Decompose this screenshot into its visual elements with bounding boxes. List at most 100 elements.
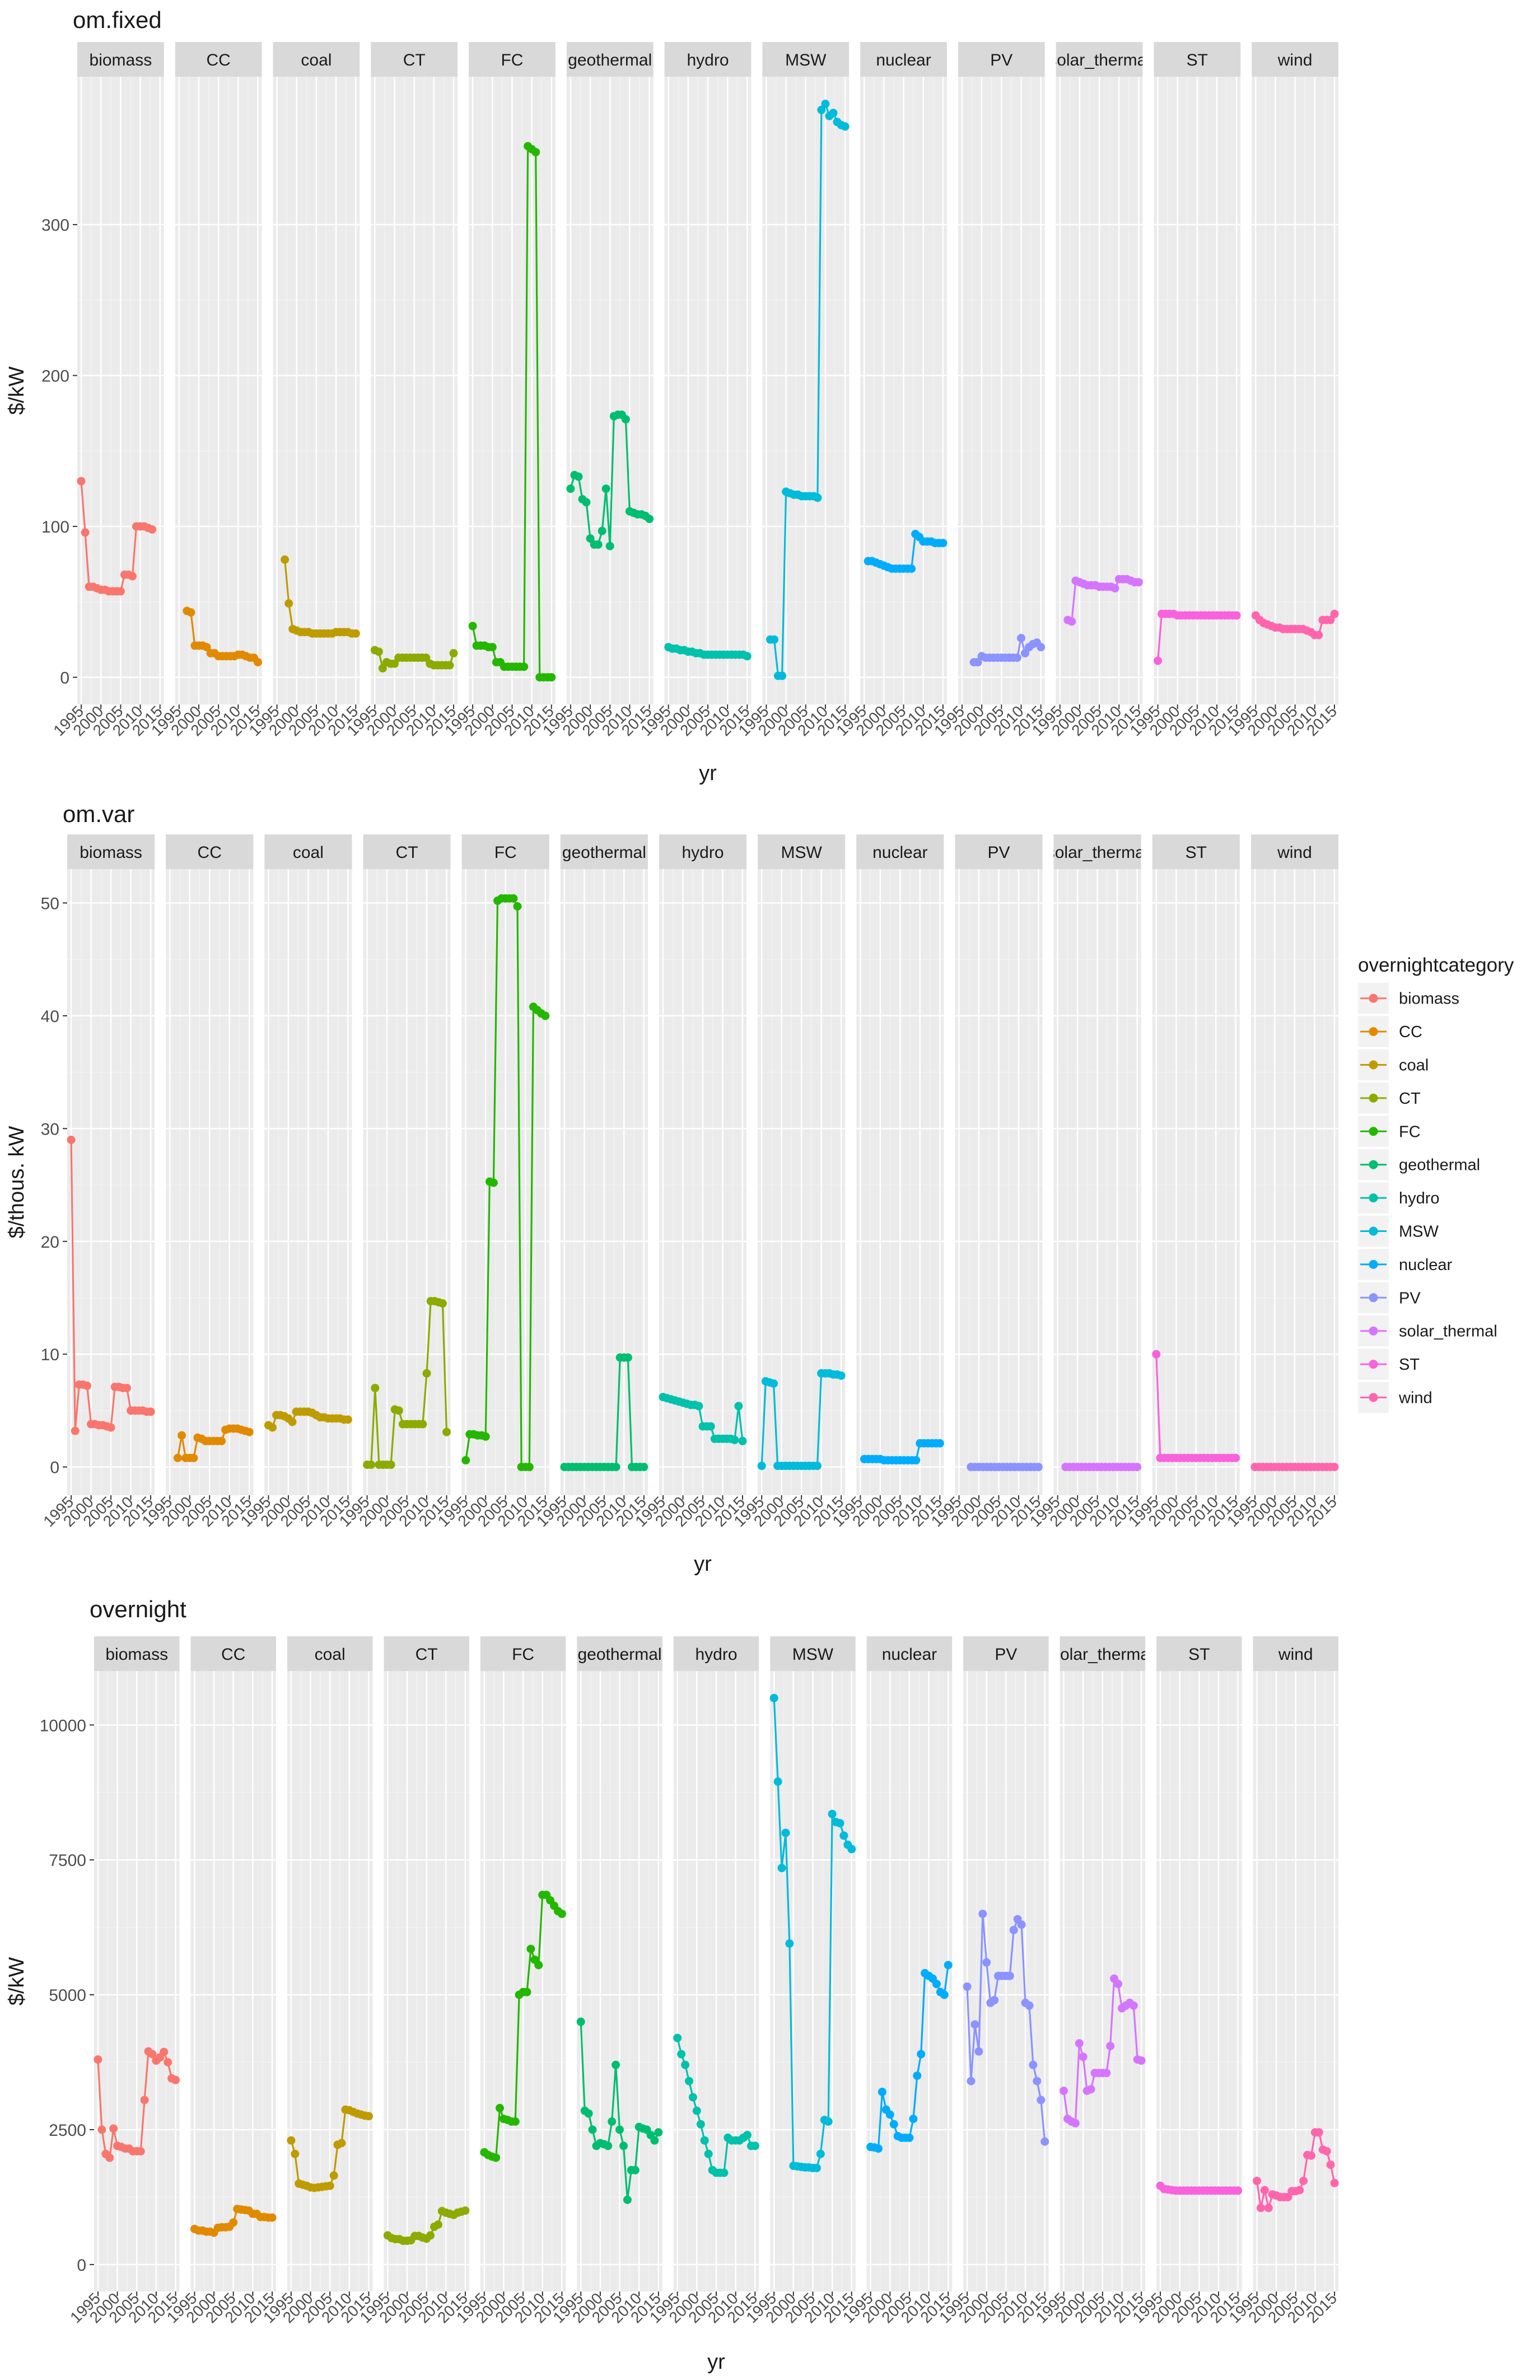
legend-key-point bbox=[1369, 1127, 1378, 1136]
data-point bbox=[839, 1831, 848, 1840]
data-point bbox=[422, 654, 431, 662]
data-point bbox=[612, 2060, 620, 2069]
facet-strip-label: wind bbox=[1277, 843, 1312, 862]
facet-strip bbox=[1253, 1636, 1338, 1671]
data-point bbox=[1086, 2085, 1095, 2094]
y-tick-label: 0 bbox=[50, 1459, 59, 1477]
facet-strip-label: ST bbox=[1188, 1645, 1210, 1664]
data-point bbox=[481, 1432, 490, 1441]
data-point bbox=[841, 122, 850, 131]
legend-key-point bbox=[1369, 1326, 1378, 1336]
data-point bbox=[378, 664, 387, 673]
facet-strip bbox=[577, 1636, 662, 1671]
data-point bbox=[245, 1427, 254, 1436]
data-point bbox=[1017, 1920, 1026, 1929]
data-point bbox=[1079, 2052, 1088, 2061]
data-point bbox=[488, 643, 497, 652]
data-point bbox=[623, 1353, 632, 1362]
data-point bbox=[284, 599, 293, 608]
data-point bbox=[288, 1417, 297, 1426]
data-point bbox=[566, 484, 575, 493]
data-point bbox=[433, 2220, 442, 2229]
data-point bbox=[963, 1982, 972, 1991]
data-point bbox=[1295, 2186, 1304, 2195]
data-point bbox=[978, 1910, 987, 1919]
data-point bbox=[202, 643, 211, 652]
facet-strip bbox=[866, 1636, 953, 1671]
facet-strip-label: nuclear bbox=[872, 843, 927, 862]
data-point bbox=[386, 1460, 395, 1469]
data-point bbox=[781, 1828, 790, 1837]
data-point bbox=[982, 1958, 991, 1967]
data-point bbox=[146, 1407, 155, 1416]
data-point bbox=[189, 1454, 198, 1462]
data-point bbox=[685, 2076, 693, 2085]
data-point bbox=[769, 1693, 778, 1702]
facet-strip bbox=[363, 834, 451, 869]
data-point bbox=[817, 105, 826, 114]
facet-strip-label: hydro bbox=[682, 843, 724, 862]
data-point bbox=[738, 1436, 747, 1445]
facet-strip-label: PV bbox=[990, 51, 1012, 69]
y-tick-label: 40 bbox=[41, 1007, 59, 1026]
facet-strip-label: solar_thermal bbox=[1048, 51, 1150, 69]
data-point bbox=[612, 1463, 620, 1472]
legend-key-point bbox=[1369, 1259, 1378, 1269]
legend-key-point bbox=[1369, 1160, 1378, 1169]
data-point bbox=[541, 1011, 550, 1020]
data-point bbox=[905, 2133, 914, 2142]
facet-strip-label: PV bbox=[987, 843, 1010, 862]
facet-strip-label: CC bbox=[198, 843, 222, 862]
facet-strip bbox=[264, 834, 352, 869]
facet-strip-label: biomass bbox=[105, 1645, 168, 1664]
y-tick-label: 200 bbox=[41, 367, 69, 386]
legend-item-label: MSW bbox=[1399, 1223, 1439, 1241]
legend-item-label: wind bbox=[1398, 1389, 1432, 1407]
data-point bbox=[374, 647, 383, 656]
facet-strip bbox=[384, 1636, 469, 1671]
data-point bbox=[688, 2093, 697, 2102]
data-point bbox=[468, 622, 477, 631]
data-point bbox=[1017, 633, 1025, 642]
data-point bbox=[1234, 2186, 1243, 2195]
legend-key-point bbox=[1369, 1060, 1378, 1070]
data-point bbox=[1075, 2039, 1084, 2048]
facet-strip bbox=[560, 834, 648, 869]
legend-item-PV: PV bbox=[1358, 1282, 1421, 1313]
data-point bbox=[608, 2117, 617, 2126]
chart-overnight: overnight 0 2500 5000 7500 10000 $/kW yr biomass… bbox=[5, 1596, 1340, 2374]
legend-item-label: CT bbox=[1399, 1090, 1421, 1108]
facet-strip bbox=[566, 42, 654, 77]
facet-strip bbox=[1250, 834, 1338, 869]
legend-item-wind: wind bbox=[1358, 1382, 1432, 1413]
data-point bbox=[325, 2181, 334, 2190]
data-point bbox=[136, 2147, 145, 2155]
data-point bbox=[816, 2149, 825, 2158]
data-point bbox=[1326, 615, 1335, 624]
data-point bbox=[520, 662, 529, 671]
data-point bbox=[785, 1939, 794, 1948]
data-point bbox=[909, 2115, 918, 2124]
data-point bbox=[1060, 2087, 1068, 2096]
facet-strip-label: geothermal bbox=[577, 1645, 661, 1664]
data-point bbox=[496, 2103, 504, 2112]
data-point bbox=[601, 484, 610, 493]
data-point bbox=[511, 2117, 520, 2126]
data-point bbox=[640, 1463, 648, 1472]
data-point bbox=[1134, 578, 1143, 587]
legend-item-solar-thermal: solar_thermal bbox=[1358, 1315, 1497, 1347]
data-point bbox=[598, 526, 606, 535]
data-point bbox=[513, 902, 522, 911]
facet-strip-label: ST bbox=[1186, 843, 1207, 862]
facet-strip-label: geothermal bbox=[568, 51, 652, 69]
data-point bbox=[1009, 1926, 1018, 1934]
data-point bbox=[1253, 2177, 1261, 2185]
data-point bbox=[704, 2149, 713, 2158]
facet-strip-label: biomass bbox=[90, 51, 152, 69]
